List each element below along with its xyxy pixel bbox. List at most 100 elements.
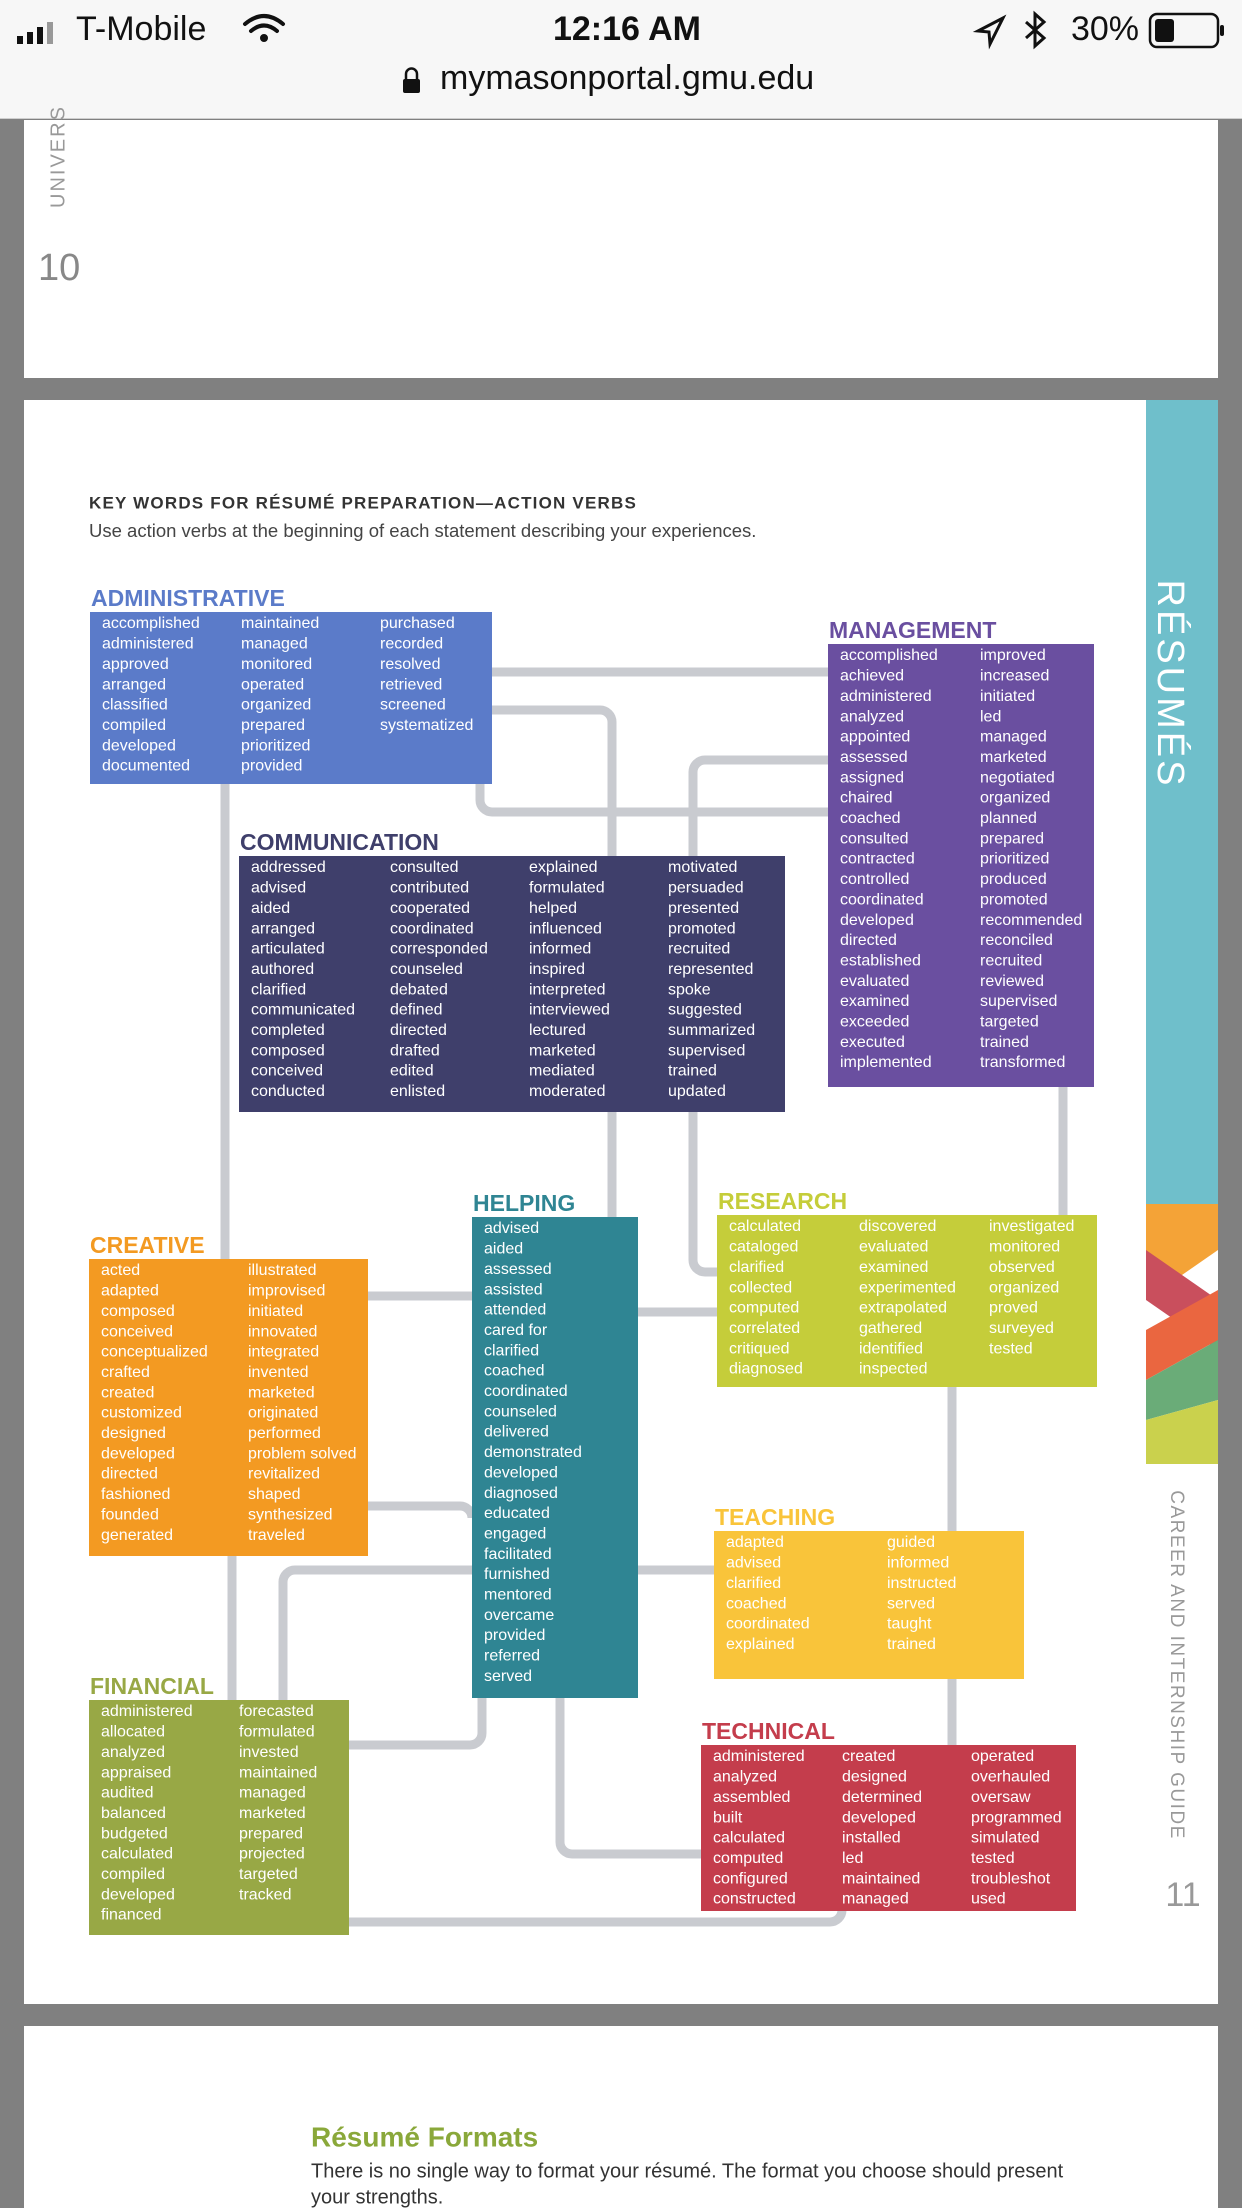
- action-verb: designed: [842, 1769, 907, 1786]
- url[interactable]: mymasonportal.gmu.edu: [440, 59, 814, 97]
- action-verb: enlisted: [390, 1083, 445, 1100]
- verb-groups: ADMINISTRATIVE accomplished administered ap…: [89, 585, 1097, 1935]
- action-verb: presented: [668, 900, 739, 917]
- action-verb: resolved: [380, 656, 440, 673]
- action-verb: controlled: [840, 871, 909, 888]
- side-strip: [1146, 400, 1218, 1204]
- action-verb: trained: [980, 1034, 1029, 1051]
- action-verb: summarized: [668, 1022, 755, 1039]
- action-verb: contributed: [390, 880, 469, 897]
- action-verb: prepared: [241, 717, 305, 734]
- action-verb: observed: [989, 1259, 1055, 1276]
- action-verb: counseled: [484, 1403, 557, 1420]
- action-verb: troubleshot: [971, 1870, 1051, 1887]
- action-verb: constructed: [713, 1891, 796, 1908]
- action-verb: initiated: [248, 1303, 303, 1320]
- subheading: Use action verbs at the beginning of eac…: [89, 520, 756, 541]
- group-box: [89, 1700, 349, 1935]
- action-verb: tracked: [239, 1886, 291, 1903]
- action-verb: increased: [980, 668, 1049, 685]
- action-verb: problem solved: [248, 1445, 357, 1462]
- action-verb: advised: [251, 880, 306, 897]
- group-box: [472, 1217, 638, 1698]
- action-verb: examined: [840, 993, 909, 1010]
- action-verb: suggested: [668, 1002, 742, 1019]
- action-verb: created: [842, 1748, 895, 1765]
- action-verb: directed: [390, 1022, 447, 1039]
- action-verb: accomplished: [102, 615, 200, 632]
- action-verb: organized: [241, 697, 311, 714]
- action-verb: crafted: [101, 1364, 150, 1381]
- action-verb: screened: [380, 697, 446, 714]
- action-verb: adapted: [726, 1534, 784, 1551]
- battery-icon: [1148, 12, 1224, 49]
- action-verb: transformed: [980, 1054, 1065, 1071]
- action-verb: articulated: [251, 941, 325, 958]
- action-verb: chaired: [840, 790, 892, 807]
- action-verb: improved: [980, 647, 1046, 664]
- side-title: RÉSUMÉS: [1149, 580, 1192, 789]
- action-verb: identified: [859, 1340, 923, 1357]
- action-verb: led: [842, 1850, 863, 1867]
- action-verb: cooperated: [390, 900, 470, 917]
- action-verb: correlated: [729, 1320, 800, 1337]
- action-verb: invested: [239, 1744, 299, 1761]
- action-verb: marketed: [529, 1042, 596, 1059]
- action-verb: experimented: [859, 1279, 956, 1296]
- action-verb: marketed: [980, 749, 1047, 766]
- group-title: TECHNICAL: [702, 1718, 835, 1744]
- action-verb: motivated: [668, 859, 737, 876]
- action-verb: served: [887, 1595, 935, 1612]
- action-verb: tested: [971, 1850, 1015, 1867]
- side-guide: CAREER AND INTERNSHIP GUIDE: [1166, 1490, 1187, 1839]
- action-verb: maintained: [241, 615, 319, 632]
- action-verb: informed: [887, 1555, 949, 1572]
- action-verb: contracted: [840, 851, 915, 868]
- action-verb: retrieved: [380, 676, 442, 693]
- action-verb: calculated: [713, 1830, 785, 1847]
- action-verb: persuaded: [668, 880, 744, 897]
- action-verb: administered: [101, 1703, 193, 1720]
- action-verb: systematized: [380, 717, 473, 734]
- action-verb: surveyed: [989, 1320, 1054, 1337]
- action-verb: engaged: [484, 1525, 546, 1542]
- action-verb: recruited: [980, 952, 1042, 969]
- action-verb: critiqued: [729, 1340, 789, 1357]
- action-verb: revitalized: [248, 1466, 320, 1483]
- page-10: [24, 120, 1218, 378]
- verb-group: COMMUNICATION addressed advised aided arrang…: [239, 829, 785, 1112]
- action-verb: determined: [842, 1789, 922, 1806]
- action-verb: coached: [726, 1595, 787, 1612]
- action-verb: assessed: [840, 749, 908, 766]
- action-verb: arranged: [102, 676, 166, 693]
- action-verb: coordinated: [840, 891, 924, 908]
- action-verb: simulated: [971, 1830, 1039, 1847]
- action-verb: moderated: [529, 1083, 606, 1100]
- action-verb: debated: [390, 981, 448, 998]
- wifi-icon: [243, 14, 285, 42]
- action-verb: advised: [484, 1220, 539, 1237]
- action-verb: interviewed: [529, 1002, 610, 1019]
- action-verb: budgeted: [101, 1825, 168, 1842]
- action-verb: authored: [251, 961, 314, 978]
- action-verb: developed: [484, 1464, 558, 1481]
- verb-group: HELPING advised aided assessed assisted atten…: [472, 1190, 638, 1698]
- location-icon: [972, 14, 1007, 50]
- action-verb: prepared: [239, 1825, 303, 1842]
- action-verb: prepared: [980, 830, 1044, 847]
- action-verb: developed: [101, 1886, 175, 1903]
- page-10-side-text: UNIVERS: [47, 105, 69, 208]
- action-verb: installed: [842, 1830, 901, 1847]
- action-verb: furnished: [484, 1566, 550, 1583]
- action-verb: composed: [251, 1042, 325, 1059]
- action-verb: aided: [484, 1241, 523, 1258]
- action-verb: negotiated: [980, 769, 1055, 786]
- group-title: ADMINISTRATIVE: [91, 585, 285, 611]
- group-title: HELPING: [473, 1190, 575, 1216]
- action-verb: financed: [101, 1907, 162, 1924]
- action-verb: developed: [842, 1809, 916, 1826]
- action-verb: administered: [102, 636, 194, 653]
- action-verb: oversaw: [971, 1789, 1031, 1806]
- action-verb: demonstrated: [484, 1444, 582, 1461]
- action-verb: projected: [239, 1846, 305, 1863]
